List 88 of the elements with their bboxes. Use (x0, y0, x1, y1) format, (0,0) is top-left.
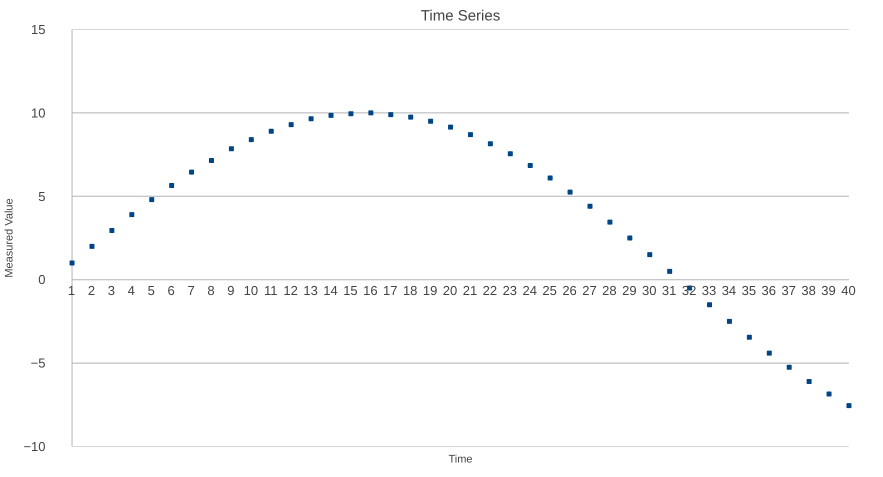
point (70, 260, 75, 266)
x-tick-label: 11 (264, 283, 278, 298)
x-tick-label: 20 (442, 283, 458, 298)
point (388, 112, 394, 118)
x-tick-label: 17 (383, 283, 398, 298)
point (169, 182, 174, 188)
x-tick-label: 3 (108, 283, 115, 298)
x-tick-label: 16 (363, 283, 378, 298)
x-tick-label: 24 (522, 283, 537, 298)
point (488, 141, 493, 146)
x-tick-label: 38 (801, 283, 816, 298)
x-tick-label: 18 (402, 283, 418, 298)
x-tick-label: 6 (168, 283, 175, 298)
y-tick-label: 15 (31, 22, 46, 37)
x-tick-label: 1 (68, 283, 76, 298)
point (528, 162, 533, 168)
x-tick-label: 23 (502, 283, 518, 298)
x-tick-label: 27 (582, 283, 597, 298)
point (368, 110, 374, 116)
point (647, 252, 652, 258)
point (149, 197, 154, 202)
point (806, 378, 812, 384)
y-tick-label: −10 (23, 439, 46, 454)
x-tick-label: 21 (462, 283, 478, 298)
x-tick-label: 7 (187, 283, 195, 298)
x-tick-label: 15 (343, 283, 358, 298)
x-tick-label: 5 (148, 283, 155, 298)
point (248, 137, 254, 142)
point (746, 334, 752, 340)
x-tick-label: 33 (702, 283, 716, 298)
y-axis-title: Measured Value (3, 198, 16, 278)
point (448, 124, 454, 130)
y-tick-label: 5 (38, 188, 46, 204)
x-tick-label: 39 (821, 283, 836, 298)
x-tick-label: 29 (622, 283, 637, 298)
x-tick-label: 40 (841, 283, 856, 298)
point (826, 391, 832, 396)
point (328, 112, 334, 118)
point (89, 244, 94, 249)
x-tick-label: 19 (422, 283, 438, 298)
point (786, 364, 792, 370)
point (707, 302, 712, 308)
x-tick-label: 10 (244, 283, 258, 298)
x-tick-label: 28 (602, 283, 617, 298)
point (766, 350, 772, 356)
x-tick-label: 8 (207, 283, 215, 298)
x-tick-label: 12 (283, 283, 298, 298)
point (228, 146, 234, 152)
point (308, 116, 314, 122)
x-tick-label: 9 (227, 283, 235, 298)
point (109, 228, 114, 233)
x-tick-label: 22 (482, 283, 498, 298)
point (129, 212, 134, 218)
point (508, 151, 513, 156)
x-tick-label: 25 (542, 283, 557, 298)
point (846, 403, 852, 408)
x-tick-label: 14 (323, 283, 338, 298)
point (208, 158, 214, 163)
point (568, 190, 573, 195)
point (348, 111, 354, 116)
x-tick-label: 37 (781, 283, 796, 298)
point (667, 268, 672, 274)
point (548, 175, 553, 180)
x-tick-label: 36 (762, 283, 776, 298)
point (408, 114, 414, 120)
x-axis-title: Time (448, 454, 473, 466)
x-tick-label: 30 (642, 283, 656, 298)
y-tick-label: −5 (30, 356, 46, 371)
chart-title: Time Series (420, 8, 500, 24)
x-tick-label: 26 (562, 283, 577, 298)
point (468, 132, 473, 138)
point (587, 204, 592, 209)
point (268, 128, 274, 134)
x-tick-label: 35 (742, 283, 756, 298)
point (607, 220, 612, 225)
point (627, 236, 632, 240)
x-tick-label: 34 (722, 283, 736, 298)
x-tick-label: 31 (662, 283, 676, 298)
x-tick-label: 32 (682, 283, 696, 298)
y-tick-label: 10 (31, 105, 46, 120)
point (726, 318, 732, 324)
y-tick-label: 0 (38, 272, 46, 288)
point (288, 122, 294, 128)
x-tick-label: 13 (303, 283, 318, 298)
point (428, 118, 434, 124)
x-tick-label: 2 (88, 283, 96, 298)
x-tick-label: 4 (128, 283, 135, 298)
point (189, 170, 194, 175)
